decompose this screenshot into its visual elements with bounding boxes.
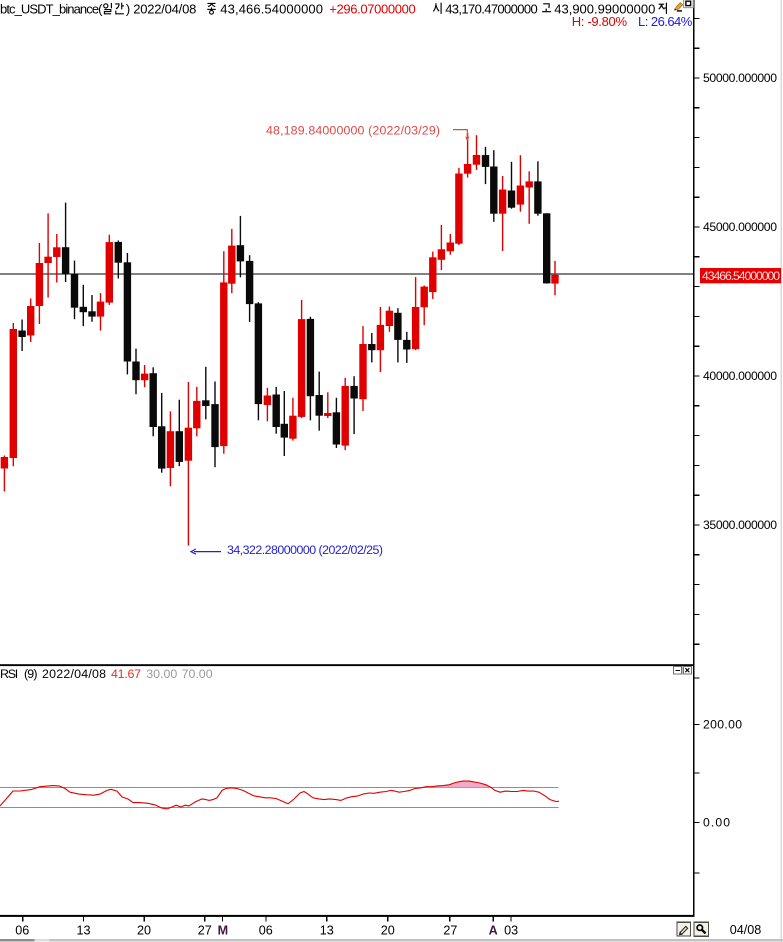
- svg-text:40000.000000: 40000.000000: [703, 369, 777, 383]
- svg-text:70.00: 70.00: [182, 667, 213, 681]
- svg-text:+296.07000000: +296.07000000: [329, 2, 415, 17]
- svg-text:43,466.54000000: 43,466.54000000: [220, 2, 323, 17]
- svg-text:0.00: 0.00: [703, 816, 730, 830]
- svg-text:A: A: [489, 924, 498, 938]
- svg-text:H: -9.80%: H: -9.80%: [572, 14, 628, 29]
- svg-text:43466.54000000: 43466.54000000: [702, 269, 780, 283]
- svg-text:03: 03: [504, 924, 518, 938]
- svg-text:30.00: 30.00: [146, 667, 177, 681]
- svg-text:27: 27: [443, 924, 457, 938]
- svg-text:06: 06: [259, 924, 273, 938]
- svg-text:L: 26.64%: L: 26.64%: [638, 14, 693, 29]
- svg-text:41.67: 41.67: [111, 667, 141, 681]
- svg-text:2022/04/08: 2022/04/08: [133, 2, 196, 17]
- svg-text:06: 06: [15, 924, 29, 938]
- svg-text:43,900.99000000: 43,900.99000000: [554, 2, 655, 17]
- svg-text:2022/04/08: 2022/04/08: [42, 667, 106, 681]
- svg-text:20: 20: [137, 924, 151, 938]
- svg-text:btc_USDT_binance(: btc_USDT_binance(: [0, 2, 103, 17]
- svg-text:34,322.28000000 (2022/02/25): 34,322.28000000 (2022/02/25): [227, 543, 383, 557]
- svg-text:45000.000000: 45000.000000: [703, 220, 777, 234]
- svg-text:35000.000000: 35000.000000: [703, 518, 777, 532]
- svg-text:48,189.84000000 (2022/03/29): 48,189.84000000 (2022/03/29): [266, 124, 440, 138]
- svg-text:M: M: [218, 924, 229, 938]
- svg-text:(9): (9): [24, 667, 38, 681]
- svg-text:50000.000000: 50000.000000: [703, 71, 777, 85]
- svg-text:13: 13: [76, 924, 90, 938]
- svg-text:43,170.47000000: 43,170.47000000: [445, 2, 538, 17]
- svg-text:04/08: 04/08: [730, 923, 762, 937]
- svg-text:200.00: 200.00: [703, 718, 742, 732]
- svg-text:): ): [126, 2, 130, 17]
- svg-text:RSI: RSI: [0, 667, 18, 681]
- svg-text:27: 27: [198, 924, 212, 938]
- svg-text:20: 20: [381, 924, 395, 938]
- svg-text:13: 13: [320, 924, 334, 938]
